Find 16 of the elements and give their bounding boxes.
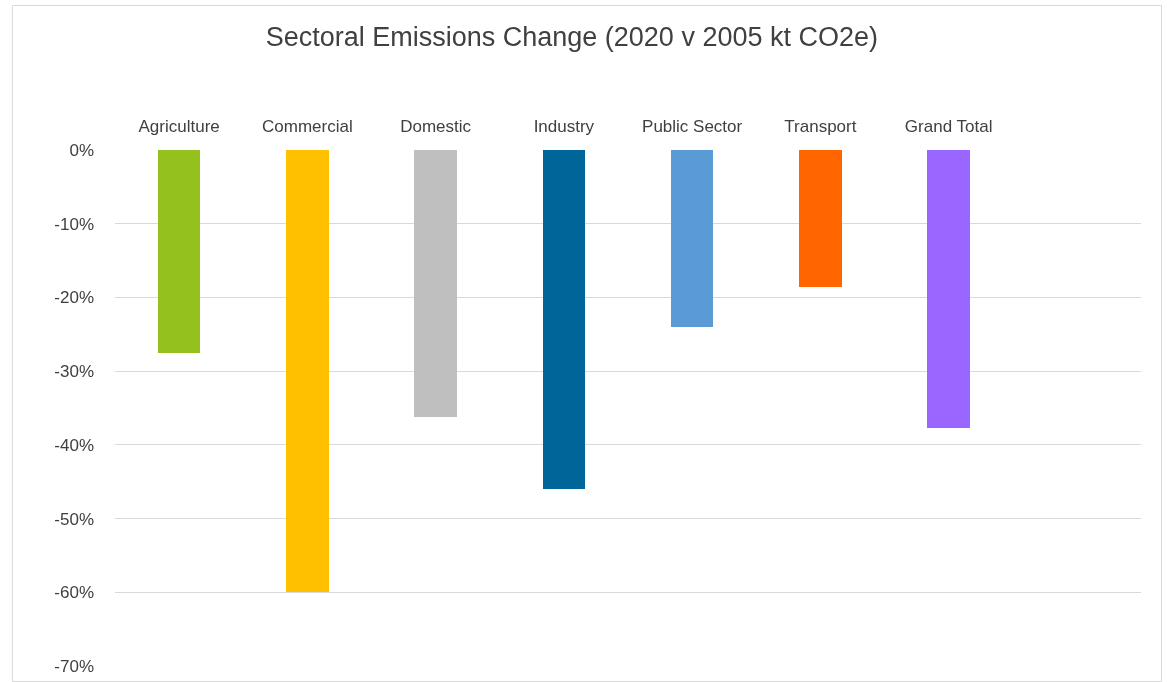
x-tick-label: Domestic: [400, 116, 472, 136]
y-tick-label: -30%: [54, 362, 94, 382]
x-tick-label: Transport: [784, 116, 857, 136]
x-tick-label: Public Sector: [642, 116, 743, 136]
y-tick-label: -60%: [54, 583, 94, 603]
y-tick-label: -10%: [54, 214, 94, 234]
x-tick-label: Industry: [533, 116, 595, 136]
y-tick-label: -40%: [54, 435, 94, 455]
y-tick-label: -50%: [54, 509, 94, 529]
y-tick-label: -20%: [54, 288, 94, 308]
y-tick-label: -70%: [54, 656, 94, 676]
chart-title: Sectoral Emissions Change (2020 v 2005 kt CO2e): [265, 22, 878, 53]
x-tick-label: Commercial: [262, 116, 353, 136]
x-tick-label: Agriculture: [138, 116, 220, 136]
y-tick-label: 0%: [69, 140, 94, 160]
x-tick-label: Grand Total: [904, 116, 993, 136]
